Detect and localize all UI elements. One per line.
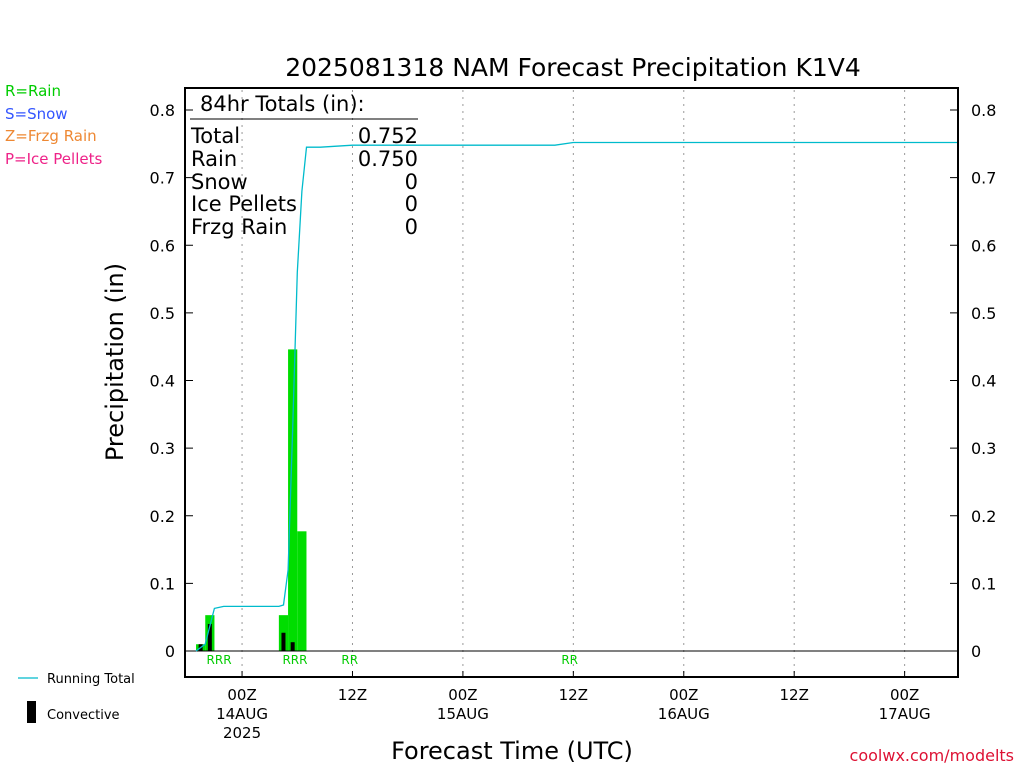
y-tick-label-right-1: 0.1 (971, 574, 996, 593)
y-tick-label-left-4: 0.4 (150, 372, 175, 391)
legend-frzg-rain: Z=Frzg Rain (5, 127, 97, 145)
y-tick-label-left-0: 0 (165, 642, 175, 661)
running-total-line (195, 141, 958, 652)
y-tick-label-right-2: 0.2 (971, 507, 996, 526)
totals-box: 84hr Totals (in): Total 0.752 Rain 0.750… (190, 92, 418, 239)
totals-value-ice-pellets: 0 (405, 192, 418, 216)
y-tick-label-left-6: 0.6 (150, 236, 175, 255)
rain-bar-3 (288, 349, 298, 651)
y-tick-label-left-1: 0.1 (150, 574, 175, 593)
running-total-legend-label: Running Total (47, 672, 135, 687)
convective-bar-1 (207, 623, 212, 651)
totals-value-snow: 0 (405, 170, 418, 194)
x-tick-label-2: 00Z (448, 686, 477, 704)
totals-label-ice-pellets: Ice Pellets (191, 192, 297, 216)
y-tick-label-left-8: 0.8 (150, 101, 175, 120)
x-tick-date-2: 15AUG (437, 705, 489, 723)
totals-value-rain: 0.750 (358, 147, 418, 171)
totals-label-frzg-rain: Frzg Rain (191, 215, 287, 239)
totals-label-rain: Rain (191, 147, 237, 171)
x-tick-label-3: 12Z (559, 686, 588, 704)
totals-label-snow: Snow (191, 170, 248, 194)
y-axis-ticks: 0 00.1 0.10.2 0.20.3 0.30.4 0.40.5 0.50.6 0.60.… (150, 101, 997, 661)
totals-value-total: 0.752 (358, 124, 418, 148)
y-tick-label-right-7: 0.7 (971, 169, 996, 188)
y-tick-label-left-5: 0.5 (150, 304, 175, 323)
y-tick-label-right-8: 0.8 (971, 101, 996, 120)
plot-frame (184, 87, 959, 678)
y-tick-label-right-4: 0.4 (971, 372, 996, 391)
x-tick-label-0: 00Z (227, 686, 256, 704)
convective-legend-label: Convective (47, 708, 120, 723)
x-tick-date-4: 16AUG (658, 705, 710, 723)
ptype-legend: R=Rain S=Snow Z=Frzg Rain P=Ice Pellets (5, 82, 102, 168)
x-tick-label-6: 00Z (890, 686, 919, 704)
x-tick-label-5: 12Z (780, 686, 809, 704)
convective-bar-2 (281, 632, 286, 651)
y-tick-label-right-0: 0 (971, 642, 981, 661)
ptype-marker-1: RRR (282, 653, 307, 667)
legend-ice-pellets: P=Ice Pellets (5, 150, 102, 168)
convective-bar-3 (290, 642, 295, 651)
y-tick-label-left-7: 0.7 (150, 169, 175, 188)
y-tick-label-left-2: 0.2 (150, 507, 175, 526)
ptype-marker-0: RRR (207, 653, 232, 667)
y-tick-label-right-3: 0.3 (971, 439, 996, 458)
totals-label-total: Total (190, 124, 240, 148)
totals-value-frzg-rain: 0 (405, 215, 418, 239)
x-tick-date-0: 14AUG (216, 705, 268, 723)
x-tick-date-6: 17AUG (879, 705, 931, 723)
x-axis-label: Forecast Time (UTC) (391, 737, 633, 765)
ptype-marker-3: RR (561, 653, 578, 667)
y-tick-label-right-5: 0.5 (971, 304, 996, 323)
x-tick-year-0: 2025 (223, 724, 261, 742)
series-legend: Running Total Convective (18, 672, 135, 723)
grid-lines (241, 90, 906, 675)
legend-rain: R=Rain (5, 82, 61, 100)
ptype-markers: RRR RRR RR RR (207, 653, 578, 667)
rain-bar-4 (297, 531, 307, 651)
ptype-marker-2: RR (341, 653, 358, 667)
x-tick-label-1: 12Z (338, 686, 367, 704)
y-tick-label-right-6: 0.6 (971, 236, 996, 255)
y-axis-label: Precipitation (in) (101, 263, 129, 461)
totals-header: 84hr Totals (in): (200, 92, 365, 116)
convective-legend-swatch (27, 701, 36, 723)
legend-snow: S=Snow (5, 105, 68, 123)
chart-title: 2025081318 NAM Forecast Precipitation K1… (285, 53, 861, 82)
y-tick-label-left-3: 0.3 (150, 439, 175, 458)
credit-text: coolwx.com/modelts (850, 746, 1014, 765)
x-tick-label-4: 00Z (669, 686, 698, 704)
